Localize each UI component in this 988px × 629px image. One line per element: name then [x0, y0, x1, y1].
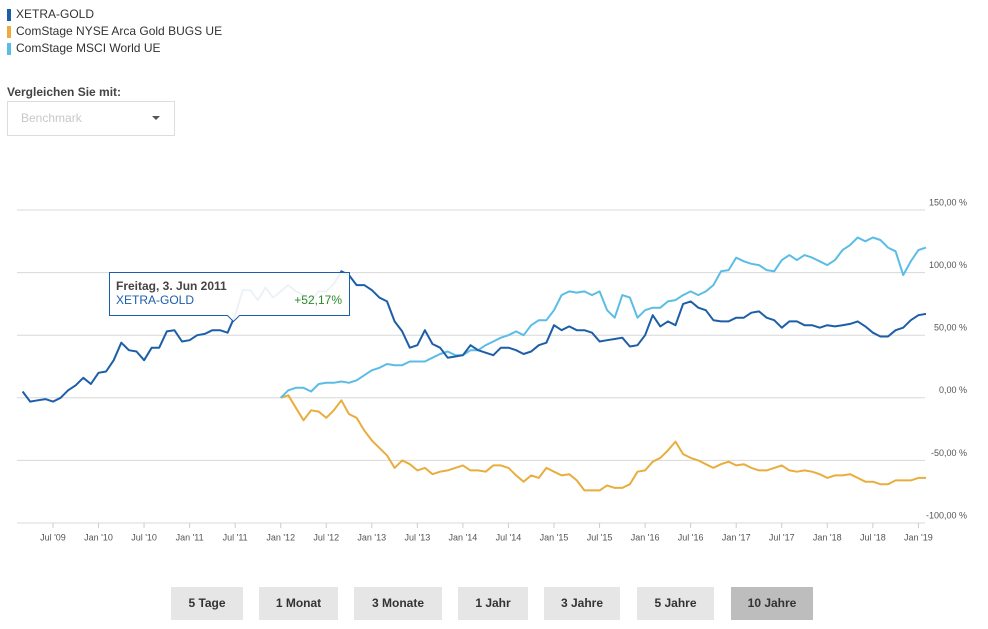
- range-button[interactable]: [731, 587, 813, 620]
- x-tick-label: Jan '18: [813, 532, 842, 542]
- dropdown-arrow: [152, 116, 160, 120]
- tooltip-box: [109, 272, 350, 323]
- x-tick-label: Jan '12: [266, 532, 295, 542]
- y-tick-label: 50,00 %: [934, 323, 967, 333]
- y-tick-label: 100,00 %: [929, 260, 967, 270]
- range-button-label: 3 Monate: [372, 596, 424, 610]
- x-tick-label: Jul '12: [313, 532, 339, 542]
- compare-label: Vergleichen Sie mit:: [7, 85, 121, 99]
- x-tick-label: Jul '10: [131, 532, 157, 542]
- plot-area: -100,00 % -50,00 % 0,00 % 50,00 % 100,00 % 15…: [17, 197, 967, 542]
- series-line: [279, 236, 927, 399]
- range-button[interactable]: [544, 587, 620, 620]
- x-tick-label: Jul '11: [223, 532, 248, 542]
- benchmark-dropdown[interactable]: [7, 101, 175, 136]
- x-tick-label: Jul '14: [496, 532, 522, 542]
- range-button[interactable]: [259, 587, 338, 620]
- x-tick-label: Jul '15: [587, 532, 613, 542]
- legend-label: XETRA-GOLD: [16, 7, 94, 21]
- legend-label: ComStage NYSE Arca Gold BUGS UE: [16, 24, 222, 38]
- y-tick-label: 150,00 %: [929, 197, 967, 207]
- x-tick-label: Jul '09: [40, 532, 66, 542]
- x-tick-label: Jan '11: [176, 532, 204, 542]
- range-button-label: 1 Monat: [276, 596, 321, 610]
- tooltip: Freitag, 3. Jun 2011 XETRA-GOLD +52,17%: [109, 272, 350, 323]
- x-tick-label: Jan '17: [722, 532, 751, 542]
- x-tick-label: Jan '16: [631, 532, 660, 542]
- x-tick-label: Jan '15: [540, 532, 569, 542]
- legend-label: ComStage MSCI World UE: [16, 41, 161, 55]
- tooltip-series: XETRA-GOLD: [116, 293, 194, 307]
- x-tick-label: Jul '18: [860, 532, 886, 542]
- dropdown-placeholder: Benchmark: [21, 111, 83, 125]
- range-button-label: 5 Jahre: [654, 596, 696, 610]
- range-button[interactable]: [354, 587, 442, 620]
- range-button-label: 5 Tage: [188, 596, 225, 610]
- legend-swatch: [7, 9, 11, 21]
- range-button-label: 10 Jahre: [748, 596, 797, 610]
- series-line: [21, 270, 927, 403]
- x-tick-label: Jul '17: [769, 532, 795, 542]
- range-button[interactable]: [171, 587, 243, 620]
- tooltip-title: Freitag, 3. Jun 2011: [116, 279, 227, 293]
- legend-swatch: [7, 43, 11, 55]
- range-button-label: 3 Jahre: [561, 596, 603, 610]
- range-button-label: 1 Jahr: [475, 596, 511, 610]
- x-tick-label: Jan '10: [84, 532, 113, 542]
- x-tick-label: Jan '19: [904, 532, 933, 542]
- x-tick-label: Jan '13: [357, 532, 386, 542]
- y-tick-label: -100,00 %: [926, 510, 967, 520]
- x-tick-label: Jul '13: [404, 532, 430, 542]
- range-button[interactable]: [458, 587, 528, 620]
- x-tick-label: Jul '16: [678, 532, 704, 542]
- legend-swatch: [7, 26, 11, 38]
- range-button[interactable]: [637, 587, 714, 620]
- y-tick-label: 0,00 %: [939, 385, 967, 395]
- tooltip-value: +52,17%: [294, 293, 342, 307]
- y-tick-label: -50,00 %: [931, 448, 967, 458]
- series-line: [280, 394, 926, 492]
- x-tick-label: Jan '14: [449, 532, 478, 542]
